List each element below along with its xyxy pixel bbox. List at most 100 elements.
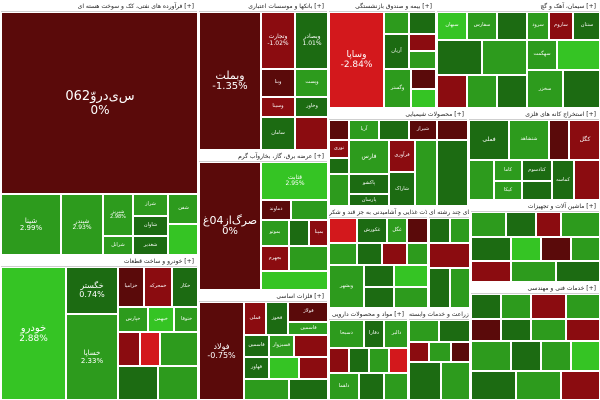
stock-tile-small[interactable]: [471, 212, 506, 237]
stock-tile[interactable]: غکورش: [357, 218, 387, 243]
stock-tile[interactable]: آریان: [384, 34, 409, 69]
stock-tile[interactable]: فسبزوار: [269, 335, 294, 357]
stock-tile[interactable]: خساپا 2.33%: [66, 314, 118, 399]
stock-tile[interactable]: صرگ‌از04غ 0%: [199, 162, 261, 289]
stock-tile-small[interactable]: [407, 218, 427, 243]
stock-tile[interactable]: ساروم: [549, 12, 573, 40]
stock-tile[interactable]: پاکشو: [349, 174, 389, 194]
stock-tile-small[interactable]: [329, 120, 349, 140]
stock-tile[interactable]: وسینا: [261, 97, 295, 117]
stock-tile[interactable]: وخاور: [295, 97, 327, 117]
stock-tile-small[interactable]: [429, 268, 450, 307]
stock-tile[interactable]: ختوقا: [174, 307, 197, 332]
sector-header[interactable]: عرضه برق، گاز، بخاروآب گرم [+]: [199, 151, 327, 162]
sector-s7[interactable]: سیمان، آهک و گچ [+] سبهان سفارس سرود ساروم سن…: [436, 0, 600, 108]
stock-tile-small[interactable]: [469, 160, 494, 199]
stock-tile[interactable]: وبشهر: [329, 265, 364, 307]
stock-tile[interactable]: وگستر: [384, 69, 411, 107]
stock-tile-small[interactable]: [409, 362, 441, 399]
stock-tile[interactable]: خزامیا: [118, 267, 144, 307]
stock-tile[interactable]: س‌ی‌دروّ‌062 0%: [1, 12, 197, 194]
stock-tile-small[interactable]: [471, 341, 511, 371]
stock-tile-small[interactable]: [482, 40, 527, 75]
stock-tile[interactable]: وبنا: [261, 69, 295, 97]
stock-tile[interactable]: کنادسوم: [522, 160, 552, 181]
stock-tile-small[interactable]: [471, 237, 511, 261]
sector-s2[interactable]: خودرو و ساخت قطعات [+] خودرو 2.88% خگستر 0.7…: [0, 255, 198, 400]
stock-tile-small[interactable]: [140, 332, 160, 366]
stock-tile[interactable]: خپارس: [118, 307, 148, 332]
stock-tile-small[interactable]: [411, 69, 435, 89]
stock-tile[interactable]: شاوان: [133, 216, 168, 236]
stock-tile-small[interactable]: [409, 12, 435, 34]
stock-tile-small[interactable]: [429, 243, 469, 268]
stock-tile[interactable]: کاما: [494, 160, 522, 181]
stock-tile[interactable]: دفارا: [364, 320, 384, 348]
stock-tile[interactable]: وبملت -1.35%: [199, 12, 261, 149]
stock-tile[interactable]: فولاژ: [288, 302, 327, 322]
stock-tile[interactable]: فارس: [349, 140, 389, 174]
stock-tile[interactable]: آریا: [349, 120, 379, 140]
stock-tile-small[interactable]: [160, 332, 197, 366]
stock-tile-small[interactable]: [118, 366, 158, 399]
stock-tile-small[interactable]: [566, 294, 599, 319]
stock-tile-small[interactable]: [531, 319, 566, 341]
stock-tile-small[interactable]: [471, 294, 501, 319]
stock-tile-small[interactable]: [409, 51, 435, 69]
stock-tile[interactable]: فملی: [244, 302, 266, 335]
stock-tile[interactable]: سرود: [527, 12, 549, 40]
stock-tile-small[interactable]: [394, 265, 427, 287]
stock-tile[interactable]: شراز: [133, 194, 168, 216]
stock-tile-small[interactable]: [379, 120, 409, 140]
stock-tile-small[interactable]: [289, 246, 327, 271]
stock-tile-small[interactable]: [384, 373, 407, 399]
stock-tile[interactable]: کیکا: [494, 181, 522, 199]
stock-tile-small[interactable]: [269, 357, 299, 379]
stock-tile-small[interactable]: [541, 341, 571, 371]
stock-tile[interactable]: کگل: [569, 120, 599, 160]
sector-header[interactable]: بانکها و موسسات اعتباری [+]: [199, 1, 327, 12]
stock-tile[interactable]: شاراک: [389, 172, 415, 205]
stock-tile-small[interactable]: [441, 362, 469, 399]
stock-tile-small[interactable]: [497, 12, 527, 40]
stock-tile[interactable]: سفارس: [467, 12, 497, 40]
stock-tile[interactable]: نوری: [329, 140, 349, 158]
stock-tile-small[interactable]: [531, 294, 566, 319]
sector-header[interactable]: خدمات فنی و مهندسی [+]: [471, 283, 599, 294]
stock-tile-small[interactable]: [497, 75, 527, 107]
stock-tile-small[interactable]: [409, 34, 435, 51]
sector-s6[interactable]: بیمه و صندوق بازنشستگی [+] وساپا -2.84% آری…: [328, 0, 436, 108]
stock-tile[interactable]: فملی: [469, 120, 509, 160]
stock-tile[interactable]: وساپا -2.84%: [329, 12, 384, 107]
sector-header[interactable]: استخراج کانه های فلزی [+]: [469, 109, 599, 120]
stock-tile-small[interactable]: [369, 348, 389, 373]
stock-tile-small[interactable]: [471, 371, 516, 399]
sector-s4[interactable]: عرضه برق، گاز، بخاروآب گرم [+] صرگ‌از04غ 0…: [198, 150, 328, 290]
stock-tile-small[interactable]: [571, 237, 599, 261]
stock-tile[interactable]: سخزر: [527, 70, 563, 107]
stock-tile-small[interactable]: [511, 237, 541, 261]
sector-header[interactable]: محصولات غذایی و آشامیدنی به جز قند و شکر…: [329, 207, 427, 218]
stock-tile[interactable]: دسبحا: [329, 320, 364, 348]
stock-tile-small[interactable]: [471, 319, 501, 341]
stock-tile-small[interactable]: [295, 117, 327, 149]
stock-tile-small[interactable]: [407, 243, 427, 265]
stock-tile-small[interactable]: [382, 243, 407, 265]
sector-header[interactable]: خودرو و ساخت قطعات [+]: [1, 256, 197, 267]
sector-header[interactable]: محصولات شیمیایی [+]: [329, 109, 467, 120]
stock-tile[interactable]: شفن: [168, 194, 197, 224]
stock-tile[interactable]: شرانل: [103, 236, 133, 254]
stock-tile-small[interactable]: [409, 320, 439, 342]
stock-tile[interactable]: دلقما: [329, 373, 359, 399]
stock-tile-small[interactable]: [261, 271, 327, 289]
sector-s14[interactable]: ماشین آلات و تجهیزات [+]: [470, 200, 600, 282]
stock-tile[interactable]: خودرو 2.88%: [1, 267, 66, 399]
sector-header[interactable]: سیمان، آهک و گچ [+]: [437, 1, 599, 12]
stock-tile-small[interactable]: [451, 342, 469, 362]
stock-tile[interactable]: شغدیر: [133, 236, 168, 254]
stock-tile[interactable]: خمحرکه: [144, 267, 172, 307]
stock-tile-small[interactable]: [158, 366, 197, 399]
sector-header[interactable]: بیمه و صندوق بازنشستگی [+]: [329, 1, 435, 12]
stock-tile[interactable]: فهاور: [244, 357, 269, 379]
sector-s11[interactable]: زراعت و خدمات وابسته [+]: [408, 308, 470, 400]
